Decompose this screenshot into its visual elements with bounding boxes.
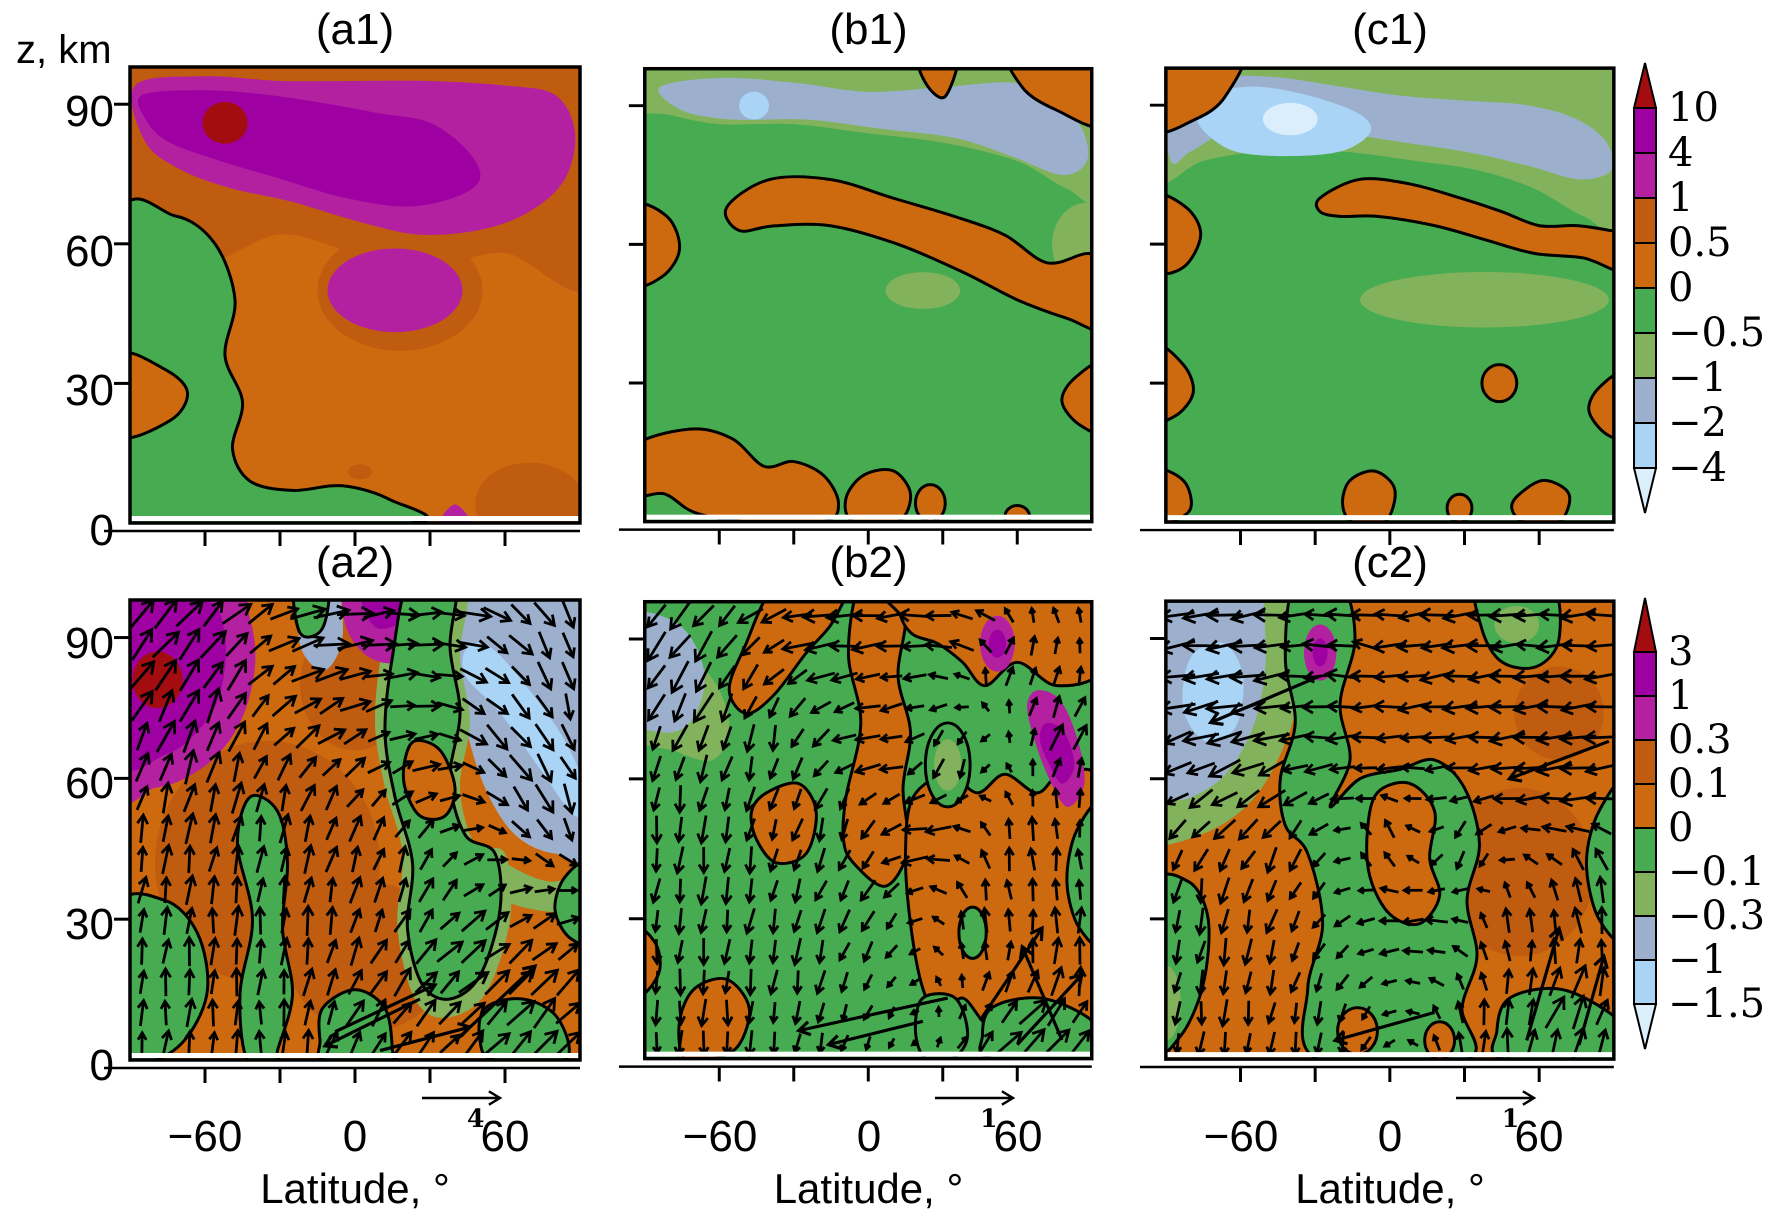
contour-regions [130,600,580,1060]
panel-a1-plot [104,65,582,546]
vector-scale-arrow-c2 [1456,1090,1537,1106]
colorbar-tick-label: −1.5 [1668,981,1765,1027]
colorbar-tick-label: 1 [1668,673,1693,719]
panel-c2-plot [1140,599,1616,1082]
x-tick-label: 60 [480,1112,530,1161]
x-tick-label: 60 [993,1112,1043,1161]
colorbar-bottom-arrow [1632,1003,1658,1050]
y-axis-title: z, km [16,28,112,72]
colorbar-top-arrow [1632,597,1658,653]
x-tick-label: 0 [1377,1112,1403,1161]
x-tick-label: 60 [1514,1112,1564,1161]
colorbar-tick-label: 4 [1668,130,1693,176]
panel-frame [1164,66,1616,524]
panel-frame [643,66,1094,524]
x-tick-label: −60 [1203,1112,1279,1161]
vector-scale-value: 1 [1501,1104,1520,1133]
panel-a1-title: (a1) [315,5,395,54]
x-tick-label: −60 [682,1112,758,1161]
x-tick-label: −60 [167,1112,243,1161]
panel-b1-plot [619,66,1094,545]
colorbar-tick-label: 0 [1668,265,1693,311]
y-tick-label: 30 [65,366,114,415]
colorbar-tick-label: 10 [1668,85,1719,131]
y-tick-label: 0 [89,506,114,555]
y-tick-label: 90 [65,619,114,668]
y-tick-label: 90 [65,87,114,136]
colorbar-tick-label: −2 [1668,400,1727,446]
colorbar-tick-label: −0.5 [1668,310,1765,356]
y-tick-label: 60 [65,759,114,808]
contour-regions [1166,68,1615,523]
colorbar-tick-label: −1 [1668,355,1727,401]
x-axis-title: Latitude, ° [773,1165,964,1212]
vector-scale-arrow-b2 [934,1090,1016,1106]
colorbar-tick-label: −1 [1668,937,1727,983]
panel-c2-title: (c2) [1352,538,1428,587]
y-tick-label: 0 [89,1041,114,1090]
vector-scale-value: 4 [467,1104,485,1133]
colorbar-tick-label: 3 [1668,629,1693,675]
vector-scale-arrow-a2 [421,1090,503,1106]
y-tick-label: 30 [65,900,114,949]
panel-c1-plot [1140,66,1616,545]
contour-regions [644,68,1092,522]
panel-b2-title: (b2) [829,538,908,587]
colorbar-top-arrow [1632,62,1658,109]
colorbar-tick-label: −0.1 [1668,849,1765,895]
colorbar-tick-label: −4 [1668,445,1727,491]
colorbar-tick-label: 0.3 [1668,717,1732,763]
panel-b1-title: (b1) [829,5,908,54]
colorbar-tick-label: 1 [1668,175,1693,221]
panel-frame [128,65,582,525]
x-axis-title: Latitude, ° [1295,1165,1485,1212]
colorbar-tick-label: 0.5 [1668,220,1732,266]
x-axis-title: Latitude, ° [260,1165,450,1212]
x-tick-label: 0 [856,1112,882,1161]
colorbar-lower: 310.30.10−0.1−0.3−1−1.5 [1632,597,1765,1050]
panel-c1-title: (c1) [1352,5,1428,54]
colorbar-bottom-arrow [1632,467,1658,514]
colorbar-tick-label: 0.1 [1668,761,1732,807]
contour-regions [130,67,580,523]
quiver-field [646,601,1091,1058]
y-tick-label: 60 [65,227,114,276]
panel-a2-title: (a2) [315,538,395,587]
panel-frame [1164,599,1616,1061]
quiver-field [130,600,580,1058]
vector-scale-value: 1 [980,1104,998,1133]
colorbar-tick-label: −0.3 [1668,893,1765,939]
panel-frame [643,599,1094,1061]
panel-b2-plot [619,599,1094,1082]
panel-a2-plot [104,598,582,1083]
panel-frame [128,598,582,1062]
colorbar-tick-label: 0 [1668,805,1693,851]
x-tick-label: 0 [342,1112,368,1161]
